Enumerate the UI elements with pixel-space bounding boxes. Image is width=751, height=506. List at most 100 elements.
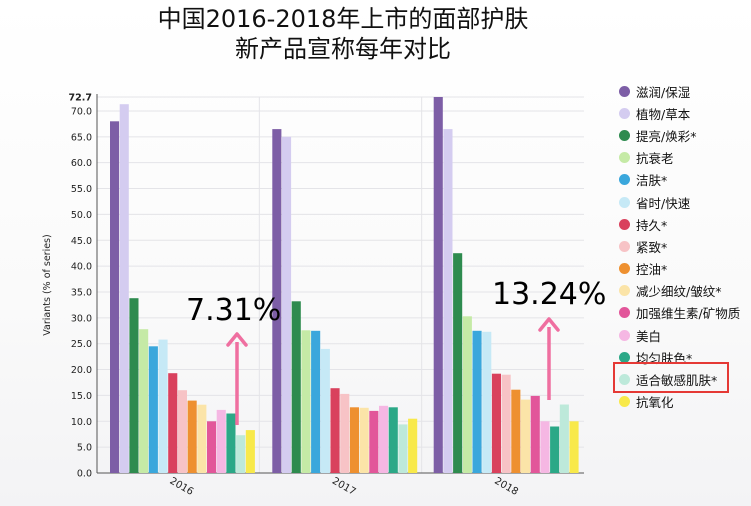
legend-swatch [619,129,630,141]
legend-label: 紧致* [636,239,668,255]
bar-2018-13 [559,404,569,473]
legend-swatch [619,152,630,164]
legend-label: 适合敏感肌肤* [636,373,718,389]
legend-item: 省时/快速 [619,191,740,213]
bar-2016-5 [158,339,168,473]
bar-2016-1 [119,104,129,473]
bar-2018-12 [550,426,560,473]
bar-2016-13 [236,435,246,473]
y-tick-label: 20.0 [71,365,92,376]
legend-item: 植物/草本 [619,102,740,124]
legend-item: 紧致* [619,235,740,257]
legend-label: 省时/快速 [636,195,691,211]
legend-item: 提亮/焕彩* [619,124,740,146]
bar-2018-4 [472,330,482,473]
y-tick-label: 50.0 [71,210,92,221]
y-tick-label: 70.0 [71,106,92,117]
y-tick-label: 60.0 [71,158,92,169]
bar-2018-1 [443,129,453,473]
bar-2018-7 [501,374,511,473]
y-tick-label: 15.0 [71,391,92,402]
legend-swatch [619,240,630,252]
y-axis-label: Variants (% of series) [42,234,53,335]
y-tick-label: 35.0 [71,287,92,298]
bar-2017-3 [301,330,311,473]
chart-legend: 滋润/保湿植物/草本提亮/焕彩* 抗衰老洁肤* 省时/快速持久* 紧致* 控油* 减少细纹… [619,80,740,413]
bar-2017-1 [282,136,292,474]
legend-item: 加强维生素/矿物质 [619,302,740,324]
bar-2017-0 [272,129,282,473]
bar-2016-3 [139,329,149,473]
bar-2016-8 [187,400,197,473]
y-tick-label: 5.0 [77,443,92,454]
legend-swatch [619,396,630,408]
bar-2018-5 [482,331,492,473]
legend-item: 持久* [619,213,740,235]
arrow-2016-head [226,332,248,347]
legend-label: 美白 [636,328,662,344]
legend-item: 适合敏感肌肤* [619,368,740,390]
bar-2016-11 [216,409,226,473]
legend-label: 控油* [636,262,668,278]
legend-label: 抗衰老 [636,151,674,167]
legend-label: 洁肤* [636,173,668,189]
bar-2016-14 [245,430,255,473]
bar-2016-12 [226,413,236,473]
bar-2017-13 [398,424,408,473]
legend-swatch [619,196,630,208]
legend-item: 美白 [619,324,740,346]
legend-item: 洁肤* [619,169,740,191]
y-tick-label: 72.7 [69,93,92,104]
legend-swatch [619,174,630,186]
bar-2016-2 [129,298,139,473]
bar-2018-6 [491,373,501,473]
legend-label: 植物/草本 [636,106,691,122]
arrow-2018-head [538,317,560,332]
y-tick-label: 45.0 [71,236,92,247]
bar-2017-14 [408,418,418,473]
legend-swatch [619,263,630,275]
bar-2016-9 [197,404,207,473]
bar-2017-2 [291,301,301,473]
bar-2017-6 [330,388,340,473]
bar-2016-7 [177,390,187,473]
bar-2016-4 [148,346,158,473]
legend-swatch [619,329,630,341]
legend-swatch [619,107,630,119]
x-tick-label: 2018 [492,476,520,498]
y-tick-label: 65.0 [71,132,92,143]
legend-label: 减少细纹/皱纹* [636,284,722,300]
legend-item: 减少细纹/皱纹* [619,280,740,302]
y-tick-label: 55.0 [71,184,92,195]
bar-2016-0 [110,121,120,474]
bar-2018-2 [453,253,463,473]
chart-title-line2: 新产品宣称每年对比 [235,35,451,63]
bar-2017-12 [388,407,398,473]
bar-2018-14 [569,421,579,473]
legend-item: 抗衰老 [619,147,740,169]
y-tick-label: 30.0 [71,313,92,324]
bar-2018-9 [521,399,531,473]
bar-2018-11 [540,421,550,473]
y-tick-label: 40.0 [71,262,92,273]
bar-2018-10 [530,395,540,473]
legend-label: 提亮/焕彩* [636,128,697,144]
legend-swatch [619,85,630,97]
bar-2017-10 [369,410,379,473]
legend-highlight-box [613,362,729,393]
y-tick-label: 25.0 [71,339,92,350]
legend-label: 持久* [636,217,668,233]
legend-item: 控油* [619,258,740,280]
legend-label: 滋润/保湿 [636,84,691,100]
bar-2017-5 [320,348,330,473]
bar-2017-9 [359,407,369,473]
legend-swatch [619,307,630,319]
bar-2017-7 [340,393,350,473]
legend-swatch [619,218,630,230]
annotation-2018-value: 13.24% [492,277,607,312]
chart-title-line1: 中国2016-2018年上市的面部护肤 [157,5,529,33]
x-tick-label: 2017 [330,476,358,498]
legend-label: 抗氧化 [636,395,674,411]
y-tick-label: 10.0 [71,417,92,428]
